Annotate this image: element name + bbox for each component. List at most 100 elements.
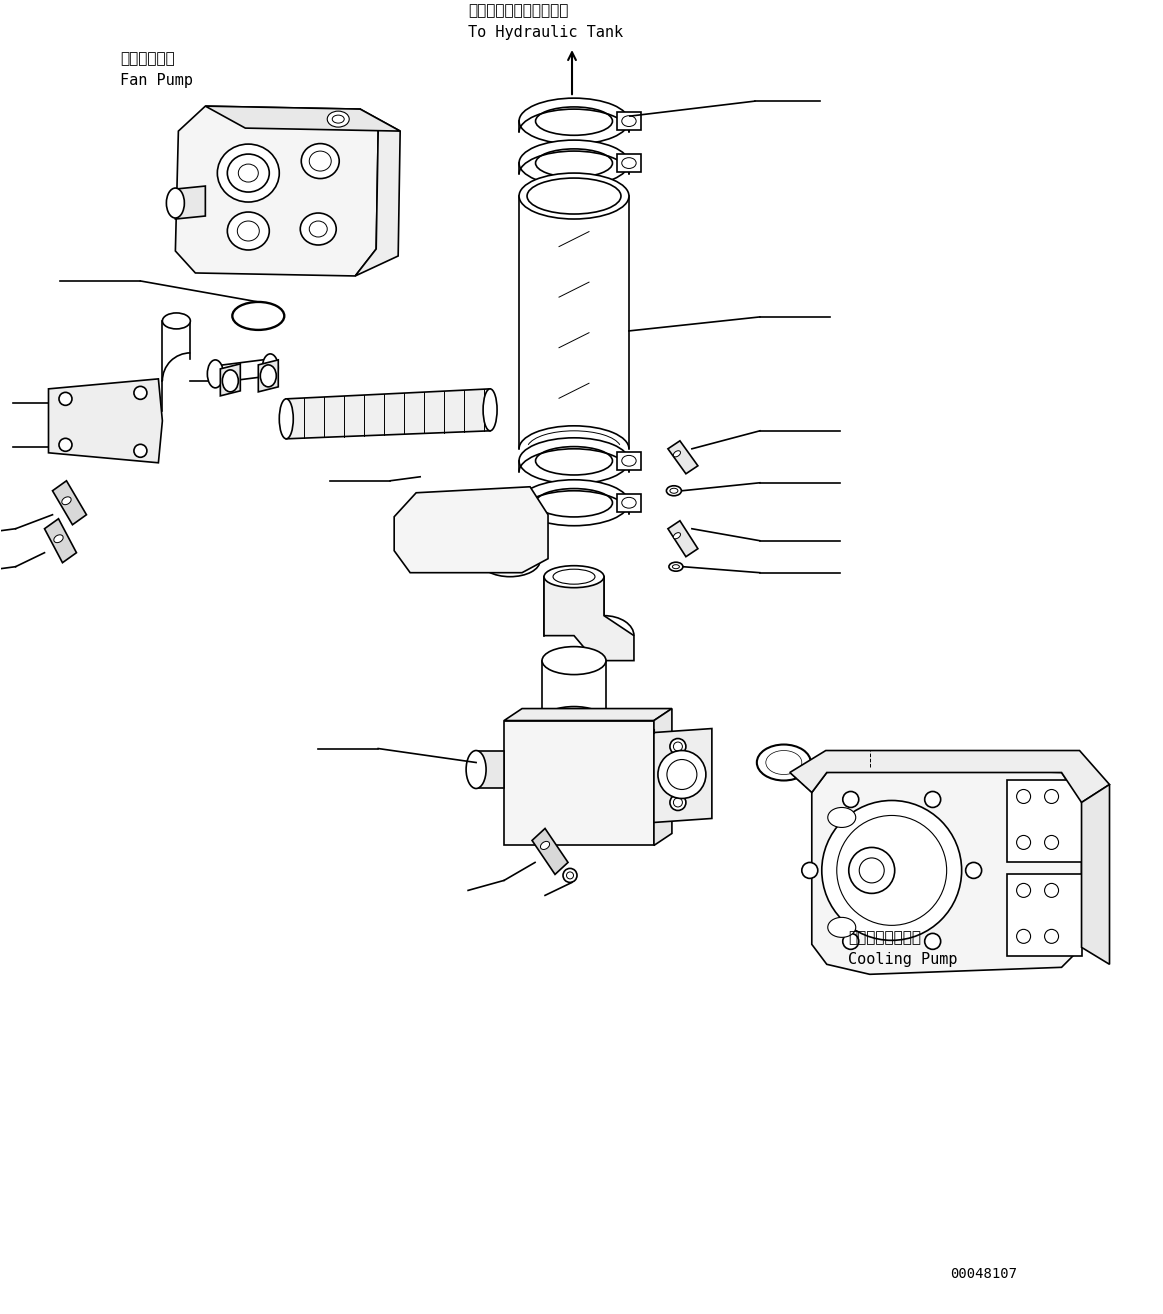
Polygon shape [544, 577, 634, 661]
Ellipse shape [166, 188, 185, 218]
Polygon shape [668, 440, 698, 474]
Ellipse shape [535, 489, 613, 516]
Polygon shape [286, 389, 490, 439]
Ellipse shape [670, 795, 686, 811]
Ellipse shape [62, 497, 71, 505]
Ellipse shape [483, 389, 497, 431]
Polygon shape [220, 364, 241, 396]
Ellipse shape [535, 106, 613, 135]
Ellipse shape [519, 99, 629, 145]
Ellipse shape [217, 145, 279, 202]
Ellipse shape [622, 158, 636, 168]
Ellipse shape [279, 399, 293, 439]
Polygon shape [52, 481, 86, 524]
Polygon shape [531, 828, 568, 874]
Ellipse shape [327, 112, 349, 127]
Ellipse shape [1044, 883, 1058, 897]
Ellipse shape [333, 116, 344, 124]
Polygon shape [654, 708, 672, 845]
Polygon shape [176, 187, 206, 219]
Ellipse shape [622, 456, 636, 466]
Ellipse shape [757, 745, 811, 781]
Ellipse shape [666, 486, 682, 495]
Text: Cooling Pump: Cooling Pump [848, 953, 957, 967]
Ellipse shape [965, 862, 982, 878]
Ellipse shape [1044, 836, 1058, 849]
Bar [1007, 874, 1082, 957]
Text: Fan Pump: Fan Pump [121, 74, 193, 88]
Ellipse shape [1016, 836, 1030, 849]
Bar [1007, 781, 1082, 862]
Ellipse shape [622, 498, 636, 509]
Ellipse shape [828, 808, 856, 828]
Polygon shape [258, 360, 278, 392]
Ellipse shape [301, 143, 340, 179]
Ellipse shape [222, 369, 238, 392]
Ellipse shape [670, 489, 678, 493]
Ellipse shape [207, 360, 223, 388]
Ellipse shape [1016, 790, 1030, 803]
Ellipse shape [433, 524, 492, 557]
Ellipse shape [300, 213, 336, 244]
Ellipse shape [238, 164, 258, 183]
Polygon shape [355, 109, 400, 276]
Ellipse shape [822, 800, 962, 941]
Ellipse shape [666, 759, 697, 790]
Ellipse shape [673, 532, 680, 539]
Ellipse shape [765, 750, 801, 774]
Ellipse shape [527, 179, 621, 214]
Ellipse shape [1016, 883, 1030, 897]
Ellipse shape [263, 353, 278, 382]
Ellipse shape [490, 549, 531, 572]
Ellipse shape [925, 933, 941, 949]
Ellipse shape [554, 569, 595, 585]
Ellipse shape [859, 858, 884, 883]
Ellipse shape [519, 438, 629, 484]
Ellipse shape [563, 869, 577, 883]
Ellipse shape [59, 393, 72, 405]
Ellipse shape [669, 562, 683, 572]
Ellipse shape [541, 841, 550, 849]
Ellipse shape [673, 798, 683, 807]
Ellipse shape [849, 848, 894, 894]
Polygon shape [394, 486, 548, 573]
Ellipse shape [673, 451, 680, 457]
Ellipse shape [622, 116, 636, 126]
Ellipse shape [519, 480, 629, 526]
Text: ファンポンプ: ファンポンプ [121, 51, 176, 66]
Ellipse shape [843, 791, 858, 808]
Bar [616, 452, 641, 470]
Ellipse shape [542, 646, 606, 674]
Ellipse shape [658, 750, 706, 799]
Ellipse shape [535, 148, 613, 177]
Ellipse shape [237, 221, 259, 240]
Ellipse shape [261, 365, 277, 386]
Ellipse shape [566, 872, 573, 879]
Bar [616, 112, 641, 130]
Text: To Hydraulic Tank: To Hydraulic Tank [468, 25, 623, 41]
Polygon shape [176, 106, 378, 276]
Ellipse shape [801, 862, 818, 878]
Ellipse shape [59, 439, 72, 451]
Ellipse shape [544, 566, 604, 587]
Ellipse shape [309, 221, 327, 237]
Ellipse shape [519, 141, 629, 187]
Polygon shape [790, 750, 1110, 803]
Text: クーリングポンプ: クーリングポンプ [848, 930, 921, 945]
Polygon shape [654, 728, 712, 823]
Ellipse shape [466, 750, 486, 788]
Ellipse shape [1044, 790, 1058, 803]
Bar [616, 154, 641, 172]
Ellipse shape [673, 742, 683, 752]
Ellipse shape [441, 530, 483, 552]
Ellipse shape [836, 816, 947, 925]
Text: 00048107: 00048107 [950, 1267, 1016, 1281]
Polygon shape [49, 378, 163, 463]
Ellipse shape [535, 447, 613, 474]
Ellipse shape [309, 151, 331, 171]
Ellipse shape [134, 386, 147, 399]
Text: ハイドロリックタンクへ: ハイドロリックタンクへ [468, 3, 569, 18]
Bar [616, 494, 641, 511]
Polygon shape [1082, 784, 1110, 964]
Ellipse shape [828, 917, 856, 937]
